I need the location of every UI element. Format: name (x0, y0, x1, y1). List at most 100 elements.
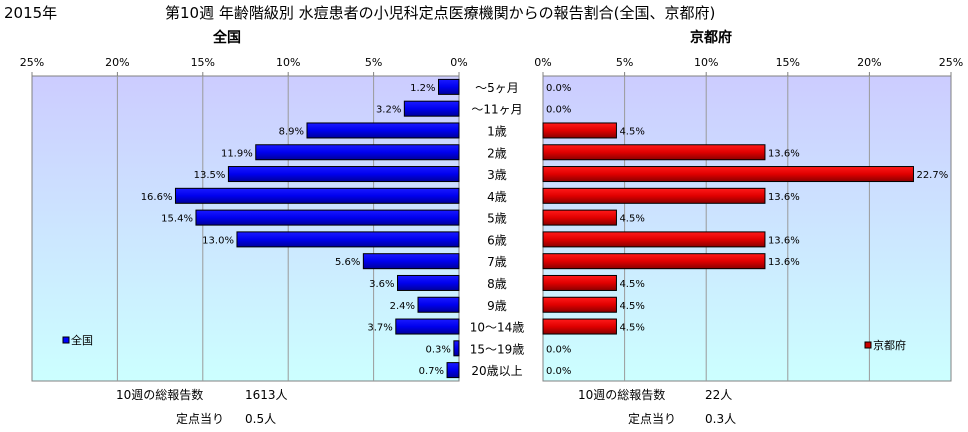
category-label: 10～14歳 (470, 321, 525, 335)
national-per-sentinel-value: 0.5人 (245, 412, 277, 426)
kyoto-tick-label: 20% (857, 56, 881, 69)
national-value-label: 2.4% (390, 301, 415, 312)
kyoto-subtitle: 京都府 (690, 30, 732, 46)
national-bar (195, 209, 460, 226)
national-bar (227, 166, 460, 183)
national-bar (438, 78, 460, 95)
category-label: 6歳 (487, 233, 507, 247)
national-value-label: 0.3% (425, 344, 450, 355)
category-label: ～11ヶ月 (471, 103, 522, 117)
kyoto-value-label: 13.6% (768, 235, 800, 246)
national-total-label: 10週の総報告数 (116, 388, 204, 402)
national-value-label: 3.6% (369, 279, 394, 290)
national-value-label: 15.4% (161, 214, 193, 225)
kyoto-value-label: 13.6% (768, 257, 800, 268)
national-bar (362, 253, 460, 270)
kyoto-tick-label: 5% (616, 56, 633, 69)
national-legend-label: 全国 (71, 333, 93, 347)
national-chart: 0% 5% 10% 15% 20% 25% 1.2% 3.2% 8.9% 11.9% 13.5% 16… (20, 56, 468, 382)
national-plot-area (31, 75, 460, 382)
category-label: 20歳以上 (471, 364, 522, 378)
kyoto-value-label: 0.0% (546, 366, 571, 377)
kyoto-bar (542, 122, 617, 139)
national-bar (403, 100, 460, 117)
kyoto-bar (542, 231, 766, 248)
category-label: 1歳 (487, 124, 507, 138)
kyoto-value-label: 13.6% (768, 148, 800, 159)
kyoto-total-label: 10週の総報告数 (578, 388, 666, 402)
national-tick-label: 15% (191, 56, 215, 69)
kyoto-value-label: 4.5% (619, 214, 644, 225)
kyoto-value-label: 0.0% (546, 344, 571, 355)
national-tick-label: 10% (276, 56, 300, 69)
category-label: 3歳 (487, 168, 507, 182)
kyoto-bar (542, 187, 766, 204)
national-tick-label: 25% (20, 56, 44, 69)
kyoto-total-value: 22人 (705, 388, 733, 402)
national-value-label: 16.6% (141, 192, 173, 203)
kyoto-bar (542, 209, 617, 226)
national-bar (397, 274, 460, 291)
national-bar (453, 340, 460, 357)
kyoto-bar (542, 318, 617, 335)
national-bar (395, 318, 460, 335)
kyoto-chart: 0% 5% 10% 15% 20% 25% 0.0% 0.0% 4.5% 13.6% 22.7% 13… (534, 56, 963, 382)
kyoto-legend-swatch (864, 341, 872, 349)
category-label: 9歳 (487, 299, 507, 313)
national-value-label: 3.7% (367, 323, 392, 334)
kyoto-value-label: 22.7% (916, 170, 948, 181)
kyoto-value-label: 4.5% (619, 323, 644, 334)
national-value-label: 11.9% (221, 148, 253, 159)
kyoto-per-sentinel-value: 0.3人 (705, 412, 737, 426)
category-label: 15～19歳 (470, 342, 525, 356)
national-value-label: 13.5% (194, 170, 226, 181)
kyoto-legend-label: 京都府 (873, 338, 906, 352)
category-label: 4歳 (487, 190, 507, 204)
category-labels: ～5ヶ月 ～11ヶ月 1歳 2歳 3歳 4歳 5歳 6歳 7歳 8歳 9歳 10～14歳 15～19歳 2… (470, 81, 525, 378)
kyoto-tick-label: 10% (694, 56, 718, 69)
national-tick-label: 5% (365, 56, 382, 69)
national-value-label: 3.2% (376, 105, 401, 116)
national-subtitle: 全国 (213, 30, 241, 46)
kyoto-bar (542, 253, 766, 270)
national-bar (446, 362, 460, 379)
kyoto-bar (542, 296, 617, 313)
category-label: 5歳 (487, 212, 507, 226)
national-tick-label: 20% (105, 56, 129, 69)
national-bar (255, 144, 460, 161)
national-value-label: 8.9% (279, 126, 304, 137)
kyoto-tick-label: 25% (939, 56, 963, 69)
national-bar (174, 187, 460, 204)
kyoto-value-label: 0.0% (546, 83, 571, 94)
national-tick-label: 0% (450, 56, 467, 69)
kyoto-value-label: 0.0% (546, 105, 571, 116)
kyoto-tick-label: 0% (534, 56, 551, 69)
national-bar (236, 231, 460, 248)
kyoto-value-label: 13.6% (768, 192, 800, 203)
national-value-label: 1.2% (410, 83, 435, 94)
national-per-sentinel-label: 定点当り (176, 412, 225, 426)
kyoto-bar (542, 166, 914, 183)
kyoto-value-label: 4.5% (619, 301, 644, 312)
category-label: 8歳 (487, 277, 507, 291)
national-value-label: 13.0% (202, 235, 234, 246)
kyoto-plot-area (542, 75, 952, 382)
national-total-value: 1613人 (245, 388, 288, 402)
kyoto-value-label: 4.5% (619, 126, 644, 137)
kyoto-bar (542, 274, 617, 291)
national-legend-swatch (62, 336, 70, 344)
national-value-label: 5.6% (335, 257, 360, 268)
national-bar (417, 296, 460, 313)
category-label: 7歳 (487, 255, 507, 269)
year-label: 2015年 (4, 4, 58, 22)
kyoto-value-label: 4.5% (619, 279, 644, 290)
national-value-label: 0.7% (419, 366, 444, 377)
kyoto-tick-label: 15% (776, 56, 800, 69)
kyoto-per-sentinel-label: 定点当り (628, 412, 677, 426)
chart-title: 第10週 年齢階級別 水痘患者の小児科定点医療機関からの報告割合(全国、京都府) (165, 4, 716, 22)
national-bar (306, 122, 460, 139)
category-label: ～5ヶ月 (475, 81, 519, 95)
kyoto-bar (542, 144, 766, 161)
